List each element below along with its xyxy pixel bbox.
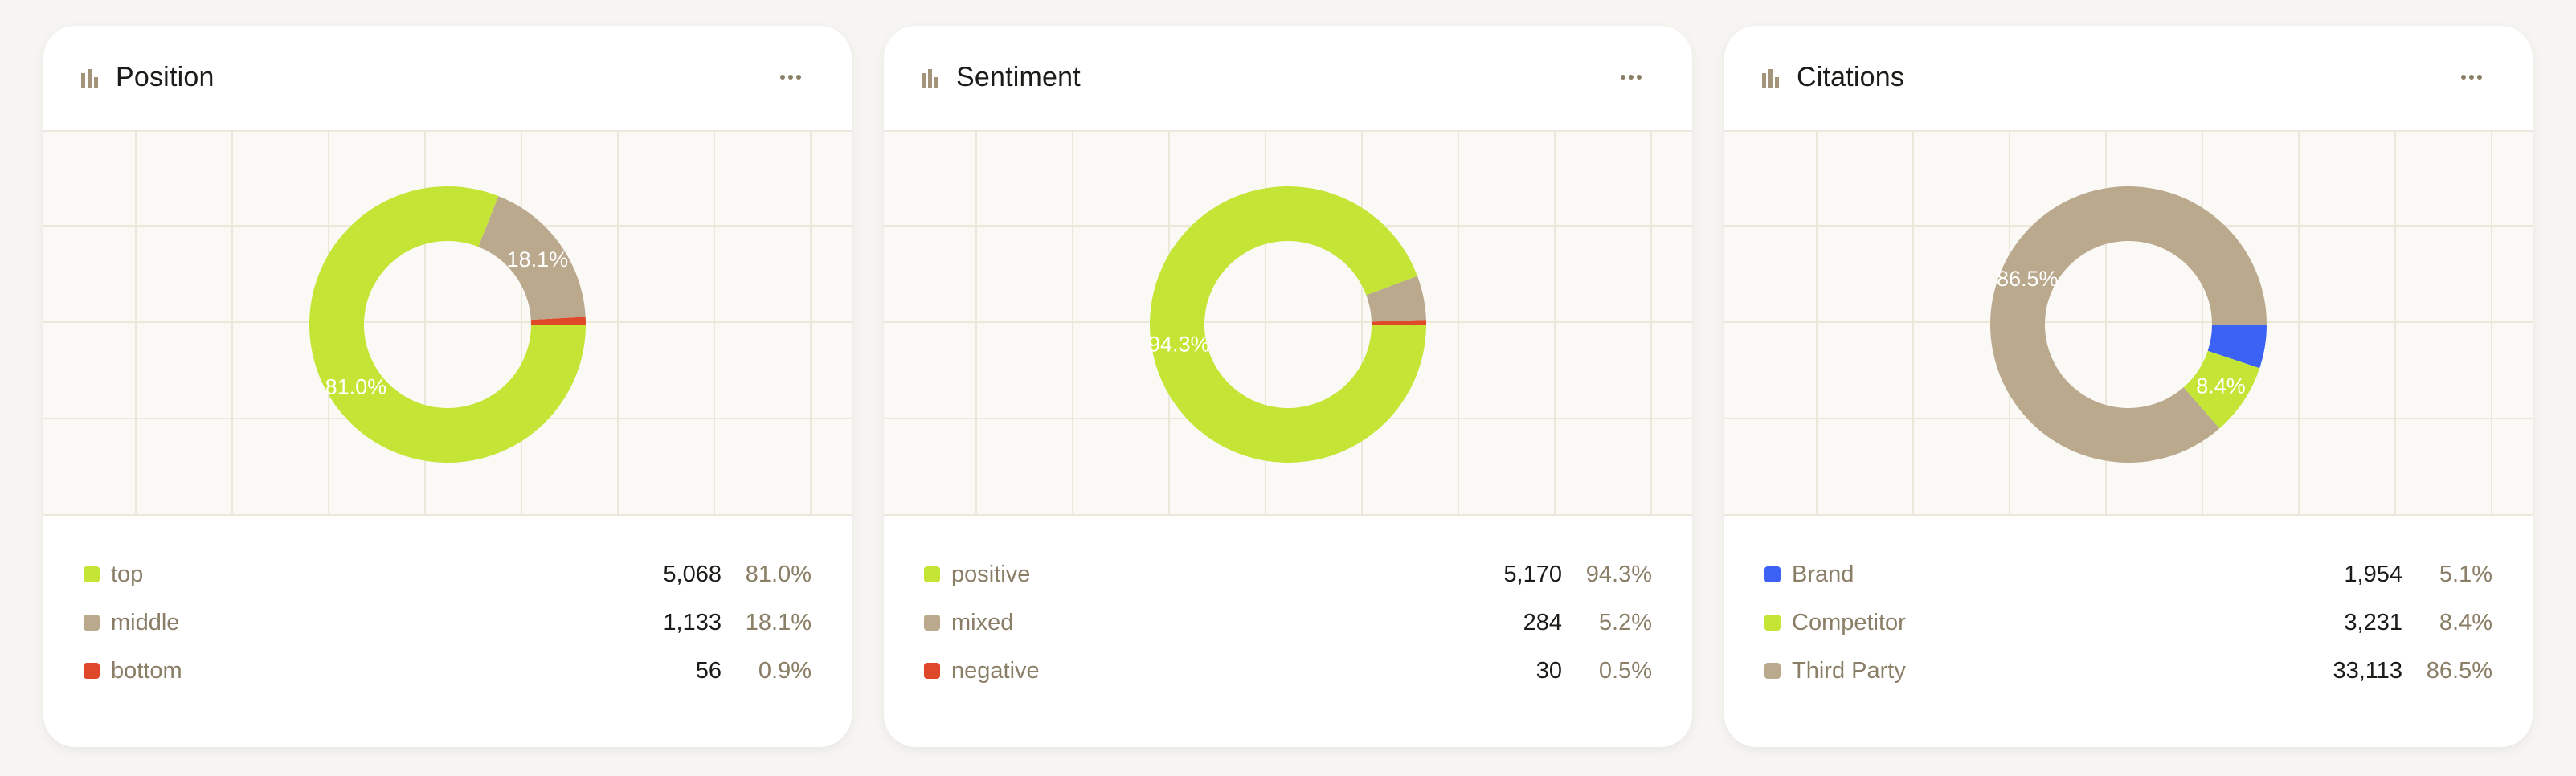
slice-competitor[interactable] (2183, 350, 2260, 429)
donut-chart: 86.5% 8.4% (1990, 186, 2267, 463)
legend-item-competitor: Competitor 3,231 8.4% (1724, 601, 2533, 649)
donut-chart: 94.3% (1148, 186, 1426, 464)
slice-label: 81.0% (325, 375, 387, 399)
slice-bottom[interactable] (530, 317, 586, 325)
legend-count: 56 (695, 658, 722, 684)
legend-item-negative: negative 30 0.5% (884, 649, 1692, 697)
legend-percent: 94.3% (1585, 562, 1652, 587)
sentiment-card: Sentiment 94.3% positive 5,170 94.3% mix… (884, 26, 1692, 747)
bar-chart-icon (922, 69, 938, 88)
legend-count: 33,113 (2333, 658, 2402, 684)
legend-count: 284 (1523, 610, 1562, 635)
card-header: Position (43, 26, 852, 132)
legend-item-top: top 5,068 81.0% (43, 553, 852, 601)
legend-percent: 0.9% (758, 658, 812, 684)
slice-label: 94.3% (1148, 333, 1210, 357)
legend-count: 1,133 (663, 610, 722, 635)
chart-area: 18.1% 81.0% (43, 132, 852, 516)
legend: top 5,068 81.0% middle 1,133 18.1% botto… (43, 516, 852, 697)
legend-item-third-party: Third Party 33,113 86.5% (1724, 649, 2533, 697)
legend-item-positive: positive 5,170 94.3% (884, 553, 1692, 601)
slice-label: 8.4% (2196, 374, 2246, 398)
legend-count: 5,068 (663, 562, 722, 587)
more-horizontal-icon[interactable] (1615, 61, 1647, 93)
card-title: Position (116, 62, 215, 92)
legend-label: negative (951, 658, 1040, 684)
slice-mixed[interactable] (1366, 276, 1426, 322)
legend-item-mixed: mixed 284 5.2% (884, 601, 1692, 649)
slice-middle[interactable] (478, 196, 586, 321)
legend-swatch (1764, 615, 1781, 631)
legend-percent: 8.4% (2439, 610, 2492, 635)
slice-positive[interactable] (1150, 186, 1426, 464)
legend-label: bottom (111, 658, 182, 684)
slice-label: 18.1% (507, 247, 569, 272)
legend-swatch (84, 566, 100, 582)
position-card: Position 18.1% 81.0% top 5,068 81.0% midd… (43, 26, 852, 747)
bar-chart-icon (1762, 69, 1779, 88)
chart-area: 86.5% 8.4% (1724, 132, 2533, 516)
slice-brand[interactable] (2207, 325, 2267, 369)
legend-percent: 86.5% (2426, 658, 2492, 684)
legend-swatch (924, 566, 940, 582)
legend-percent: 81.0% (745, 562, 812, 587)
legend-label: top (111, 562, 144, 587)
legend: positive 5,170 94.3% mixed 284 5.2% nega… (884, 516, 1692, 697)
legend-swatch (1764, 566, 1781, 582)
legend-label: mixed (951, 610, 1014, 635)
legend-label: middle (111, 610, 180, 635)
chart-area: 94.3% (884, 132, 1692, 516)
legend-label: Third Party (1792, 658, 1906, 684)
legend-swatch (924, 615, 940, 631)
slice-top[interactable] (309, 186, 586, 463)
legend: Brand 1,954 5.1% Competitor 3,231 8.4% T… (1724, 516, 2533, 697)
card-header: Citations (1724, 26, 2533, 132)
legend-swatch (924, 663, 940, 679)
more-horizontal-icon[interactable] (775, 61, 807, 93)
donut-chart: 18.1% 81.0% (309, 186, 586, 463)
citations-card: Citations 86.5% 8.4% Brand 1,954 5.1% Com… (1724, 26, 2533, 747)
card-title: Sentiment (956, 62, 1081, 92)
legend-count: 30 (1535, 658, 1562, 684)
legend-label: Brand (1792, 562, 1854, 587)
legend-swatch (84, 615, 100, 631)
legend-count: 1,954 (2344, 562, 2402, 587)
more-horizontal-icon[interactable] (2455, 61, 2488, 93)
legend-swatch (84, 663, 100, 679)
legend-item-bottom: bottom 56 0.9% (43, 649, 852, 697)
legend-label: positive (951, 562, 1031, 587)
legend-item-middle: middle 1,133 18.1% (43, 601, 852, 649)
legend-item-brand: Brand 1,954 5.1% (1724, 553, 2533, 601)
slice-third-party[interactable] (1990, 186, 2267, 463)
bar-chart-icon (81, 69, 98, 88)
legend-label: Competitor (1792, 610, 1906, 635)
legend-count: 3,231 (2344, 610, 2402, 635)
card-title: Citations (1797, 62, 1905, 92)
legend-percent: 18.1% (745, 610, 812, 635)
card-header: Sentiment (884, 26, 1692, 132)
slice-label: 86.5% (1997, 267, 2059, 291)
legend-percent: 5.2% (1598, 610, 1652, 635)
legend-swatch (1764, 663, 1781, 679)
cards-row: Position 18.1% 81.0% top 5,068 81.0% midd… (43, 26, 2533, 747)
legend-percent: 0.5% (1598, 658, 1652, 684)
legend-percent: 5.1% (2439, 562, 2492, 587)
legend-count: 5,170 (1503, 562, 1562, 587)
slice-negative[interactable] (1371, 320, 1426, 325)
